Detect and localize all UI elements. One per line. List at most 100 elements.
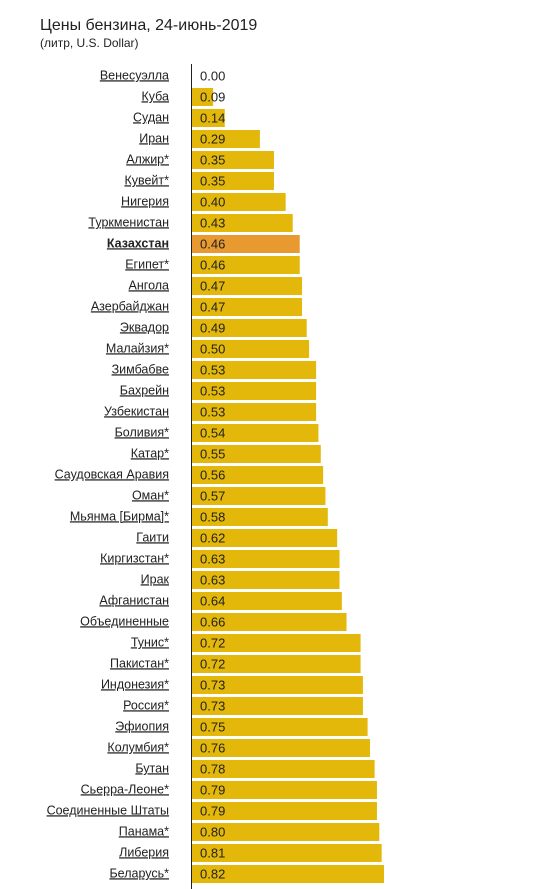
category-label[interactable]: Ангола bbox=[129, 278, 169, 292]
value-label: 0.53 bbox=[200, 362, 225, 377]
value-label: 0.62 bbox=[200, 530, 225, 545]
bar bbox=[192, 319, 307, 337]
bar bbox=[192, 823, 380, 841]
category-label[interactable]: Гаити bbox=[136, 530, 169, 544]
bar bbox=[192, 592, 342, 610]
category-label[interactable]: Малайзия* bbox=[106, 341, 169, 355]
bar bbox=[192, 508, 328, 526]
bar bbox=[192, 445, 321, 463]
bar bbox=[192, 361, 317, 379]
category-label[interactable]: Ирак bbox=[141, 572, 170, 586]
category-label[interactable]: Киргизстан* bbox=[100, 551, 169, 565]
category-label[interactable]: Беларусь* bbox=[109, 866, 169, 880]
category-label[interactable]: Кувейт* bbox=[124, 173, 169, 187]
category-label[interactable]: Эфиопия bbox=[115, 719, 169, 733]
category-label[interactable]: Объединенные bbox=[80, 614, 169, 628]
category-label[interactable]: Туркменистан bbox=[88, 215, 169, 229]
value-label: 0.35 bbox=[200, 173, 225, 188]
category-label[interactable]: Египет* bbox=[125, 257, 169, 271]
value-label: 0.53 bbox=[200, 404, 225, 419]
value-label: 0.00 bbox=[200, 68, 225, 83]
value-label: 0.29 bbox=[200, 131, 225, 146]
category-label[interactable]: Казахстан bbox=[107, 236, 169, 250]
bar bbox=[192, 760, 375, 778]
bar bbox=[192, 802, 377, 820]
category-label[interactable]: Иран bbox=[139, 131, 169, 145]
category-label[interactable]: Колумбия* bbox=[107, 740, 169, 754]
value-label: 0.75 bbox=[200, 719, 225, 734]
category-label[interactable]: Эквадор bbox=[120, 320, 169, 334]
bar bbox=[192, 781, 377, 799]
category-label[interactable]: Венесуэлла bbox=[100, 68, 169, 82]
value-label: 0.78 bbox=[200, 761, 225, 776]
value-label: 0.47 bbox=[200, 278, 225, 293]
bar bbox=[192, 298, 303, 316]
category-label[interactable]: Индонезия* bbox=[101, 677, 169, 691]
bar bbox=[192, 655, 361, 673]
value-label: 0.76 bbox=[200, 740, 225, 755]
bar bbox=[192, 634, 361, 652]
value-label: 0.82 bbox=[200, 866, 225, 881]
category-label[interactable]: Боливия* bbox=[115, 425, 170, 439]
category-label[interactable]: Пакистан* bbox=[110, 656, 169, 670]
category-label[interactable]: Сьерра-Леоне* bbox=[81, 782, 169, 796]
category-label[interactable]: Россия* bbox=[123, 698, 169, 712]
value-label: 0.63 bbox=[200, 572, 225, 587]
bar bbox=[192, 550, 340, 568]
value-label: 0.80 bbox=[200, 824, 225, 839]
bar bbox=[192, 214, 293, 232]
value-label: 0.40 bbox=[200, 194, 225, 209]
category-label[interactable]: Саудовская Аравия bbox=[55, 467, 169, 481]
bar bbox=[192, 340, 310, 358]
category-label[interactable]: Мьянма [Бирма]* bbox=[70, 509, 169, 523]
category-label[interactable]: Бутан bbox=[135, 761, 169, 775]
category-label[interactable]: Зимбабве bbox=[112, 362, 169, 376]
bar bbox=[192, 151, 274, 169]
category-label[interactable]: Судан bbox=[133, 110, 169, 124]
value-label: 0.46 bbox=[200, 236, 225, 251]
bar bbox=[192, 172, 274, 190]
category-label[interactable]: Оман* bbox=[132, 488, 169, 502]
value-label: 0.54 bbox=[200, 425, 225, 440]
category-label[interactable]: Панама* bbox=[119, 824, 169, 838]
bar bbox=[192, 487, 326, 505]
chart-title: Цены бензина, 24-июнь-2019 bbox=[40, 17, 257, 34]
category-label[interactable]: Куба bbox=[142, 89, 170, 103]
category-label[interactable]: Азербайджан bbox=[91, 299, 169, 313]
bar bbox=[192, 844, 382, 862]
bar bbox=[192, 718, 368, 736]
bar bbox=[192, 382, 317, 400]
value-label: 0.73 bbox=[200, 698, 225, 713]
value-label: 0.46 bbox=[200, 257, 225, 272]
bar bbox=[192, 676, 363, 694]
value-label: 0.58 bbox=[200, 509, 225, 524]
bar bbox=[192, 235, 300, 253]
chart-subtitle: (литр, U.S. Dollar) bbox=[40, 36, 139, 50]
category-label[interactable]: Тунис* bbox=[131, 635, 169, 649]
bar bbox=[192, 193, 286, 211]
category-label[interactable]: Либерия bbox=[119, 845, 169, 859]
bar bbox=[192, 130, 260, 148]
category-label[interactable]: Алжир* bbox=[126, 152, 169, 166]
bar bbox=[192, 739, 370, 757]
category-label[interactable]: Соединенные Штаты bbox=[47, 803, 169, 817]
category-label[interactable]: Нигерия bbox=[121, 194, 169, 208]
bar bbox=[192, 613, 347, 631]
value-label: 0.79 bbox=[200, 782, 225, 797]
value-label: 0.50 bbox=[200, 341, 225, 356]
category-label[interactable]: Бахрейн bbox=[120, 383, 169, 397]
value-label: 0.43 bbox=[200, 215, 225, 230]
bar bbox=[192, 424, 319, 442]
value-label: 0.73 bbox=[200, 677, 225, 692]
bar bbox=[192, 571, 340, 589]
value-label: 0.72 bbox=[200, 656, 225, 671]
value-label: 0.09 bbox=[200, 89, 225, 104]
value-label: 0.35 bbox=[200, 152, 225, 167]
value-label: 0.64 bbox=[200, 593, 225, 608]
category-label[interactable]: Катар* bbox=[131, 446, 169, 460]
bar bbox=[192, 109, 225, 127]
category-label[interactable]: Узбекистан bbox=[104, 404, 169, 418]
category-label[interactable]: Афганистан bbox=[99, 593, 169, 607]
value-label: 0.49 bbox=[200, 320, 225, 335]
bar bbox=[192, 256, 300, 274]
